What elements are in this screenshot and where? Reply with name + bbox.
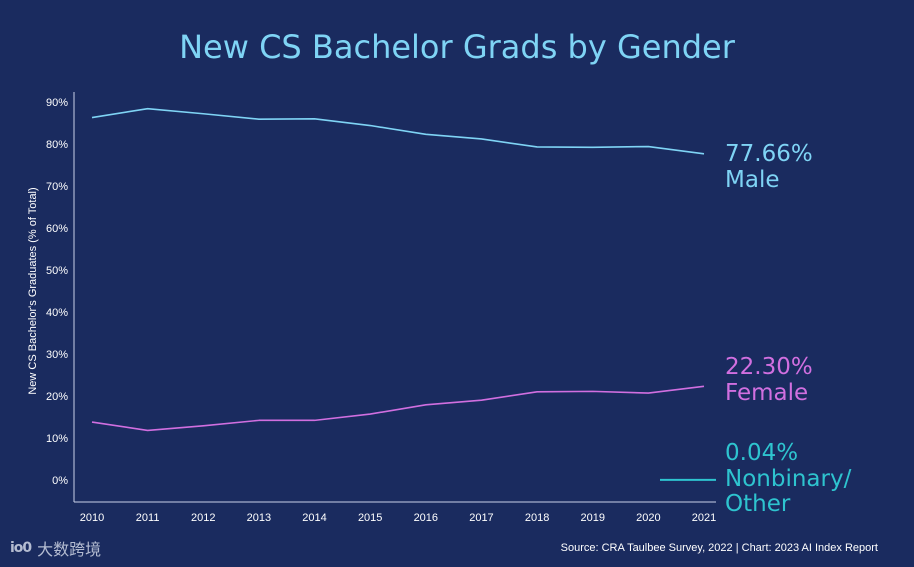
y-tick-label: 0%: [52, 475, 68, 487]
x-tick-label: 2019: [580, 512, 604, 524]
y-tick-label: 50%: [46, 265, 68, 277]
series-end-name: Other: [725, 491, 791, 517]
x-tick-label: 2014: [302, 512, 326, 524]
y-tick-label: 60%: [46, 223, 68, 235]
series-line-female: [91, 385, 705, 432]
y-tick-label: 40%: [46, 307, 68, 319]
x-tick-label: 2012: [191, 512, 215, 524]
y-tick-label: 10%: [46, 433, 68, 445]
x-tick-label: 2021: [692, 512, 716, 524]
y-tick-label: 90%: [46, 97, 68, 109]
series-end-name: Nonbinary/: [725, 466, 852, 492]
x-tick-label: 2015: [358, 512, 382, 524]
series-end-value: 0.04%: [725, 440, 798, 466]
watermark-logo: io0: [10, 540, 32, 556]
y-axis-label: New CS Bachelor's Graduates (% of Total): [27, 187, 39, 394]
watermark-text: 大数跨境: [37, 540, 102, 559]
series-end-value: 77.66%: [725, 141, 813, 167]
series-end-value: 22.30%: [725, 354, 813, 380]
y-tick-label: 20%: [46, 391, 68, 403]
x-tick-label: 2016: [414, 512, 438, 524]
chart-title: New CS Bachelor Grads by Gender: [179, 28, 735, 66]
series-line-male: [91, 107, 705, 155]
y-tick-label: 30%: [46, 349, 68, 361]
x-tick-label: 2020: [636, 512, 660, 524]
y-tick-label: 80%: [46, 139, 68, 151]
series-end-name: Female: [725, 380, 808, 406]
x-tick-label: 2017: [469, 512, 493, 524]
chart-source: Source: CRA Taulbee Survey, 2022 | Chart…: [560, 542, 878, 554]
series-end-name: Male: [725, 167, 779, 193]
watermark: io0 大数跨境: [10, 536, 101, 560]
y-tick-label: 70%: [46, 181, 68, 193]
x-tick-label: 2010: [80, 512, 104, 524]
x-tick-label: 2013: [247, 512, 271, 524]
x-tick-label: 2018: [525, 512, 549, 524]
x-tick-label: 2011: [136, 512, 160, 524]
